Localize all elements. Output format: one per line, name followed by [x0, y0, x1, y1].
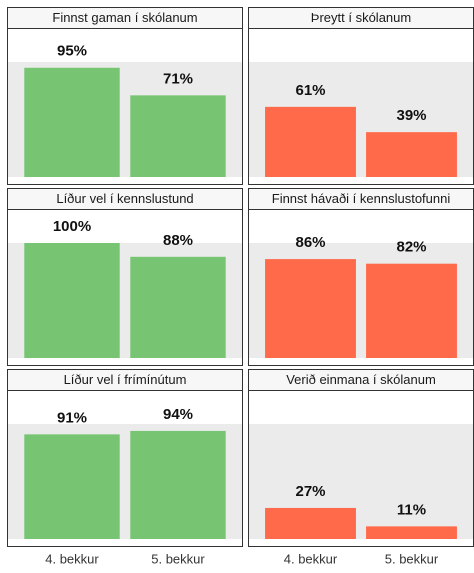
panel-title: Finnst gaman í skólanum: [52, 10, 197, 25]
value-label: 27%: [295, 483, 325, 500]
bar: [24, 434, 120, 539]
panel-title: Þreytt í skólanum: [311, 10, 411, 25]
bar: [265, 259, 356, 358]
x-tick-label: 5. bekkur: [385, 551, 439, 566]
bar: [130, 430, 226, 539]
value-label: 95%: [57, 43, 87, 60]
bar: [366, 132, 457, 177]
value-label: 88%: [163, 232, 193, 249]
panel-title: Líður vel í kennslustund: [56, 191, 193, 206]
value-label: 100%: [53, 218, 91, 235]
x-tick-label: 4. bekkur: [45, 551, 99, 566]
value-label: 86%: [295, 234, 325, 251]
value-label: 94%: [163, 406, 193, 423]
panel-title: Verið einmana í skólanum: [286, 372, 436, 387]
panel-title: Líður vel í frímínútum: [64, 372, 187, 387]
value-label: 39%: [396, 107, 426, 124]
x-tick-label: 4. bekkur: [284, 551, 338, 566]
bar: [366, 263, 457, 358]
panel-title: Finnst hávaði í kennslustofunni: [272, 191, 451, 206]
value-label: 82%: [396, 239, 426, 256]
bar: [366, 526, 457, 539]
bar: [24, 243, 120, 358]
value-label: 11%: [397, 501, 426, 518]
bar: [24, 67, 120, 177]
bar: [130, 256, 226, 358]
bar: [130, 95, 226, 177]
x-tick-label: 5. bekkur: [151, 551, 205, 566]
value-label: 91%: [57, 409, 87, 426]
bar: [265, 507, 356, 539]
value-label: 71%: [163, 70, 193, 87]
bar: [265, 106, 356, 177]
value-label: 61%: [295, 82, 325, 99]
